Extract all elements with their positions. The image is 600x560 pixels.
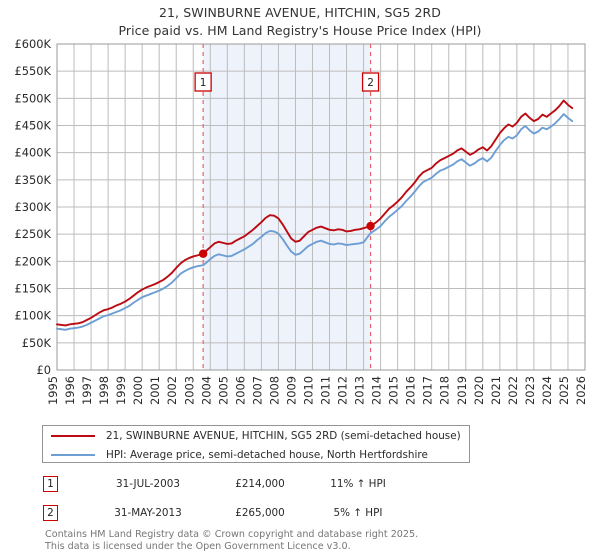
- x-axis-tick-label: 1995: [46, 376, 60, 405]
- page-title: 21, SWINBURNE AVENUE, HITCHIN, SG5 2RD P…: [0, 4, 600, 40]
- y-axis-tick-label: £100K: [15, 309, 52, 323]
- y-axis-tick-label: £150K: [15, 282, 52, 296]
- legend-label-property: 21, SWINBURNE AVENUE, HITCHIN, SG5 2RD (…: [106, 429, 461, 442]
- marker-label-2: 2: [367, 77, 374, 89]
- y-axis-tick-label: £600K: [15, 37, 52, 51]
- legend-item-hpi: HPI: Average price, semi-detached house,…: [43, 445, 469, 464]
- y-axis-tick-label: £500K: [15, 91, 52, 105]
- transaction-date-2: 31-MAY-2013: [114, 506, 182, 519]
- series-line-hpi: [56, 113, 574, 331]
- table-row[interactable]: 1 31-JUL-2003 £214,000 11% ↑ HPI: [43, 474, 386, 493]
- legend-label-hpi: HPI: Average price, semi-detached house,…: [106, 448, 428, 461]
- x-axis-tick-label: 2009: [284, 376, 298, 405]
- x-axis-tick-label: 2008: [267, 376, 281, 405]
- x-axis-tick-label: 2021: [489, 376, 503, 405]
- x-axis-tick-label: 2001: [148, 376, 162, 405]
- x-axis-tick-label: 2019: [455, 376, 469, 405]
- y-axis-tick-label: £350K: [15, 173, 52, 187]
- y-axis-tick-label: £250K: [15, 227, 52, 241]
- x-axis-tick-label: 2000: [131, 376, 145, 405]
- x-axis-tick-label: 2025: [557, 376, 571, 405]
- marker-dot-2[interactable]: [366, 221, 375, 231]
- marker-box-1[interactable]: [194, 72, 212, 92]
- x-axis-tick-label: 2012: [336, 376, 350, 405]
- attribution-footer: Contains HM Land Registry data © Crown c…: [45, 529, 565, 552]
- x-axis-tick-label: 2007: [250, 376, 264, 405]
- y-axis-tick-label: £450K: [15, 119, 52, 133]
- transaction-hpi-delta-1: 11% ↑ HPI: [330, 477, 386, 490]
- plot-border: [56, 43, 586, 371]
- x-axis-tick-label: 2026: [574, 376, 588, 405]
- transaction-price-1: £214,000: [235, 477, 285, 490]
- y-axis-tick-label: £50K: [22, 336, 52, 350]
- x-axis-tick-label: 1998: [97, 376, 111, 405]
- footer-line-1: Contains HM Land Registry data © Crown c…: [45, 529, 419, 540]
- x-axis-tick-label: 2005: [216, 376, 230, 405]
- x-axis-tick-label: 2020: [472, 376, 486, 405]
- x-axis-tick-label: 2002: [165, 376, 179, 405]
- y-axis-tick-label: £200K: [15, 254, 52, 268]
- x-axis-tick-label: 2010: [301, 376, 315, 405]
- marker-label-1: 1: [200, 77, 207, 89]
- x-axis-tick-label: 2004: [199, 376, 213, 405]
- x-axis-tick-label: 2018: [438, 376, 452, 405]
- title-line-1: 21, SWINBURNE AVENUE, HITCHIN, SG5 2RD: [158, 5, 442, 20]
- x-axis-tick-label: 2011: [319, 376, 333, 405]
- x-axis-tick-label: 2014: [370, 376, 384, 405]
- y-axis-tick-label: £0: [37, 363, 52, 377]
- transaction-hpi-delta-2: 5% ↑ HPI: [333, 506, 383, 519]
- x-axis-tick-label: 1999: [114, 376, 128, 405]
- x-axis-tick-label: 1996: [63, 376, 77, 405]
- transaction-badge-1: 1: [43, 475, 58, 492]
- legend-swatch-property: [51, 434, 95, 437]
- marker-dot-1[interactable]: [198, 249, 208, 258]
- price-history-chart: £0 £50K £100K £150K £200K £250K £300K £350K £400…: [15, 37, 588, 405]
- x-axis-tick-label: 2022: [506, 376, 520, 405]
- y-axis-tick-label: £300K: [15, 200, 52, 214]
- x-axis-tick-label: 2006: [233, 376, 247, 405]
- legend-item-property: 21, SWINBURNE AVENUE, HITCHIN, SG5 2RD (…: [43, 426, 469, 445]
- transaction-price-2: £265,000: [235, 506, 285, 519]
- transaction-date-1: 31-JUL-2003: [115, 477, 181, 490]
- y-axis-tick-label: £400K: [15, 146, 52, 160]
- x-axis-tick-label: 2017: [421, 376, 435, 405]
- table-row[interactable]: 2 31-MAY-2013 £265,000 5% ↑ HPI: [43, 503, 382, 522]
- x-axis-tick-label: 1997: [80, 376, 94, 405]
- x-axis-tick-label: 2015: [387, 376, 401, 405]
- marker-box-2[interactable]: [361, 72, 380, 92]
- x-axis-tick-label: 2024: [540, 376, 554, 405]
- series-line-property: [56, 99, 574, 327]
- x-axis-tick-label: 2003: [182, 376, 196, 405]
- x-axis-tick-label: 2013: [353, 376, 367, 405]
- x-axis-tick-label: 2023: [523, 376, 537, 405]
- transaction-badge-2: 2: [43, 504, 58, 521]
- x-axis-tick-label: 2016: [404, 376, 418, 405]
- title-line-2: Price paid vs. HM Land Registry's House …: [118, 23, 482, 38]
- y-axis-tick-label: £550K: [15, 64, 52, 78]
- chart-legend: 21, SWINBURNE AVENUE, HITCHIN, SG5 2RD (…: [42, 425, 470, 463]
- footer-line-2: This data is licensed under the Open Gov…: [45, 540, 351, 552]
- legend-swatch-hpi: [51, 453, 95, 456]
